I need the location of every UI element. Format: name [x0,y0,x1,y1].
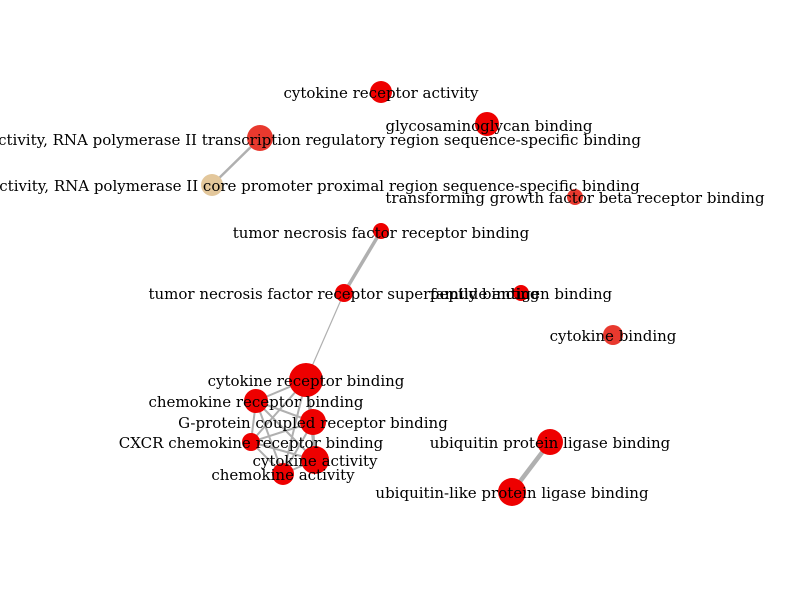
node-label-n15: chemokine activity [211,466,355,484]
node-label-n4: transcriptional activator activity, RNA … [0,177,640,195]
node-label-n13: CXCR chemokine receptor binding [119,434,384,452]
node-label-n7: tumor necrosis factor receptor superfami… [148,285,539,303]
node-label-n6: tumor necrosis factor receptor binding [233,224,530,242]
edge-n11-n15 [255,400,284,475]
node-n14 [301,446,329,474]
node-label-n14: cytokine activity [252,452,378,470]
node-n15 [272,463,294,485]
node-label-n9: cytokine binding [550,327,677,345]
node-label-n3: transcriptional activator activity, RNA … [0,131,641,149]
node-label-n2: glycosaminoglycan binding [385,117,592,135]
node-label-n10: cytokine receptor binding [208,372,405,390]
node-n10 [289,363,323,397]
node-n1 [370,81,392,103]
node-label-n5: transforming growth factor beta receptor… [385,189,765,207]
labels-layer: cytokine receptor activity glycosaminogly… [0,84,765,502]
node-n6 [373,223,389,239]
node-n7 [335,284,353,302]
node-n17 [498,478,526,506]
node-n3 [247,125,273,151]
node-label-n16: ubiquitin protein ligase binding [430,434,671,452]
node-n13 [242,433,260,451]
node-n2 [475,112,499,136]
node-label-n17: ubiquitin-like protein ligase binding [375,484,649,502]
node-label-n1: cytokine receptor activity [284,84,480,102]
node-label-n12: G-protein coupled receptor binding [178,414,448,432]
node-label-n8: peptide antigen binding [430,285,613,303]
node-n4 [201,174,223,196]
node-n16 [537,429,563,455]
node-n9 [603,325,623,345]
node-n8 [513,285,529,301]
node-n11 [244,389,268,413]
node-n5 [567,189,583,205]
nodes-layer [201,81,623,506]
node-label-n11: chemokine receptor binding [148,393,363,411]
edge-n6-n7 [342,229,383,295]
node-n12 [300,409,326,435]
